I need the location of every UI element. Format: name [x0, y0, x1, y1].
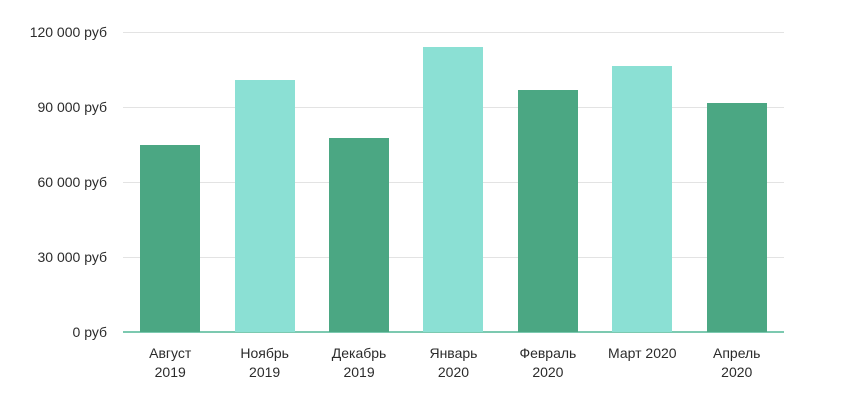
y-tick-label: 30 000 руб: [37, 249, 107, 265]
x-tick-label-line: 2019: [249, 364, 281, 380]
x-tick-label-line: 2020: [532, 364, 564, 380]
bar-Январь 2020[interactable]: [423, 47, 484, 332]
x-tick-label: Февраль 2020: [501, 344, 595, 382]
bar-slot: [690, 32, 784, 332]
bar-slot: [312, 32, 406, 332]
bar-Апрель 2020[interactable]: [706, 103, 767, 332]
x-tick-label-line: Апрель: [712, 345, 761, 361]
bar-slot: [406, 32, 500, 332]
x-tick-label-line: Ноябрь: [240, 345, 289, 361]
gridline: [123, 31, 784, 33]
y-tick-label: 90 000 руб: [37, 99, 107, 115]
bar-slot: [217, 32, 311, 332]
y-tick-label: 120 000 руб: [29, 24, 107, 40]
y-tick-label: 0 руб: [72, 324, 107, 340]
x-tick-label-line: 2020: [721, 364, 753, 380]
x-tick-label: Апрель 2020: [690, 344, 784, 382]
bar-slot: [501, 32, 595, 332]
y-axis: 120 000 руб 90 000 руб 60 000 руб 30 000 ру…: [0, 0, 107, 420]
x-tick-label-line: Декабрь: [331, 345, 387, 361]
bar-Март 2020[interactable]: [612, 65, 673, 332]
x-tick-label-line: 2019: [343, 364, 375, 380]
y-tick-label: 60 000 руб: [37, 174, 107, 190]
bar-Август 2019[interactable]: [140, 144, 201, 332]
bar-Февраль 2020[interactable]: [517, 90, 578, 332]
bar-Декабрь 2019[interactable]: [329, 138, 390, 332]
x-tick-label-line: Февраль: [519, 345, 577, 361]
bar-slot: [123, 32, 217, 332]
x-tick-label-line: 2019: [154, 364, 186, 380]
x-tick-label-line: Март 2020: [608, 345, 677, 361]
plot-area: [123, 31, 784, 333]
x-tick-label: Декабрь 2019: [312, 344, 406, 382]
bar-slot: [595, 32, 689, 332]
bars-row: [123, 32, 784, 332]
x-tick-label: Август 2019: [123, 344, 217, 382]
x-tick-label-line: 2020: [437, 364, 470, 380]
bar-Ноябрь 2019[interactable]: [234, 79, 295, 332]
x-tick-label-line: Август: [149, 345, 192, 361]
x-axis-labels: Август 2019 Ноябрь 2019 Декабрь 2019 Январь 202…: [123, 344, 784, 382]
x-axis-line: [123, 331, 784, 333]
x-tick-label-line: Январь: [429, 345, 478, 361]
x-tick-label: Март 2020: [595, 344, 689, 382]
x-tick-label: Ноябрь 2019: [217, 344, 311, 382]
x-tick-label: Январь 2020: [406, 344, 500, 382]
